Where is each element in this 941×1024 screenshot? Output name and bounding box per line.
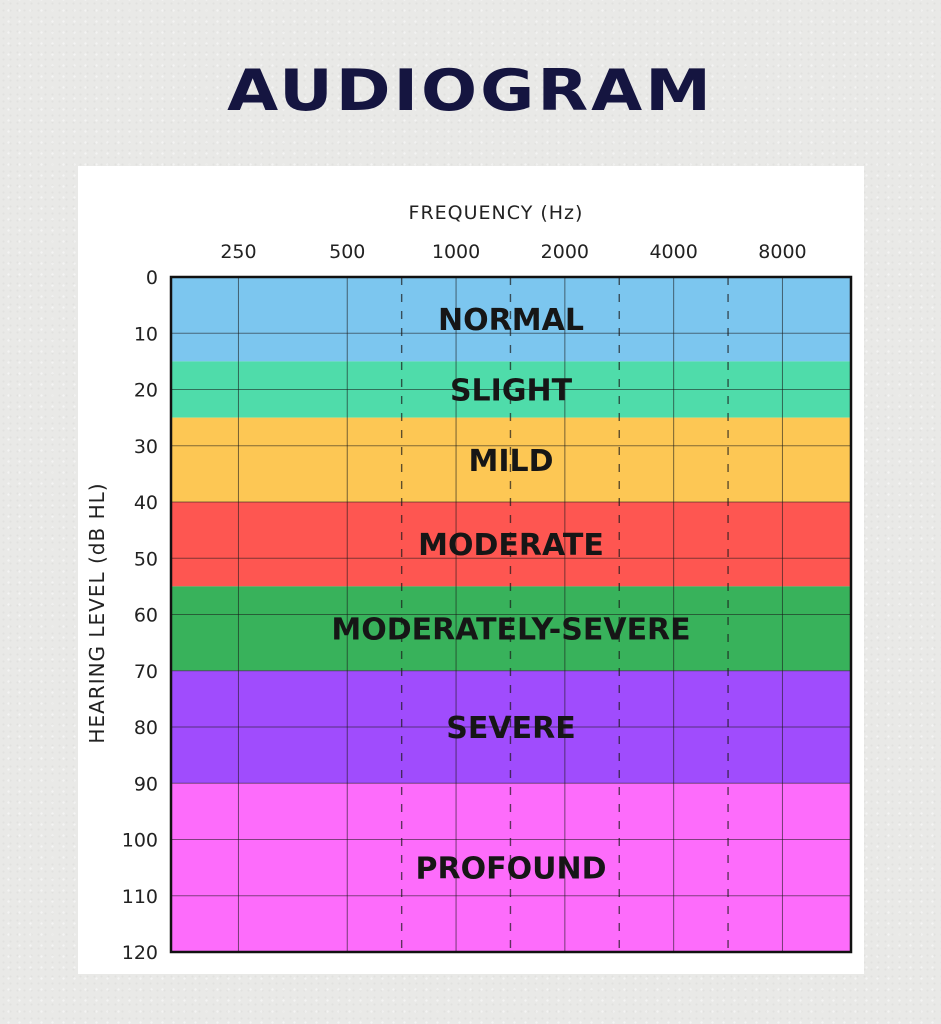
band-label-slight: SLIGHT — [450, 374, 573, 409]
chart-card: NORMAL SLIGHT MILD MODERATE MODERATELY-SEVER… — [78, 166, 864, 974]
y-tick-label: 110 — [122, 886, 158, 908]
y-tick-label: 40 — [134, 492, 158, 514]
x-tick-label: 500 — [329, 241, 365, 263]
y-tick-label: 70 — [134, 661, 158, 683]
y-tick-label: 60 — [134, 605, 158, 627]
y-tick-label: 120 — [122, 942, 158, 964]
x-tick-label: 4000 — [649, 241, 697, 263]
y-tick-label: 20 — [134, 380, 158, 402]
y-tick-label: 80 — [134, 717, 158, 739]
y-tick-label: 10 — [134, 323, 158, 345]
y-axis-label: HEARING LEVEL (dB HL) — [85, 482, 109, 743]
y-tick-label: 30 — [134, 436, 158, 458]
plot-frame — [169, 275, 853, 954]
x-axis-label: FREQUENCY (Hz) — [409, 202, 584, 224]
y-tick-label: 90 — [134, 773, 158, 795]
page-title: AUDIOGRAM — [227, 57, 714, 124]
grid-layer — [171, 277, 851, 952]
y-tick-label: 100 — [122, 830, 158, 852]
y-tick-label: 0 — [146, 267, 158, 289]
band-label-severe: SEVERE — [446, 711, 575, 746]
band-labels-layer: NORMAL SLIGHT MILD MODERATE MODERATELY-SEVER… — [331, 303, 690, 886]
band-label-moderately-severe: MODERATELY-SEVERE — [331, 613, 690, 648]
y-ticks-layer: 0 10 20 30 40 50 60 70 80 90 100 110 120 — [122, 267, 158, 964]
band-label-mild: MILD — [468, 444, 553, 479]
band-label-normal: NORMAL — [438, 303, 584, 338]
x-tick-label: 8000 — [758, 241, 806, 263]
x-tick-label: 1000 — [432, 241, 480, 263]
band-label-profound: PROFOUND — [416, 852, 607, 887]
x-ticks-layer: 250 500 1000 2000 4000 8000 — [220, 241, 806, 263]
audiogram-chart: NORMAL SLIGHT MILD MODERATE MODERATELY-SEVER… — [85, 202, 853, 964]
band-label-moderate: MODERATE — [418, 528, 604, 563]
x-tick-label: 2000 — [541, 241, 589, 263]
x-tick-label: 250 — [220, 241, 256, 263]
y-tick-label: 50 — [134, 548, 158, 570]
